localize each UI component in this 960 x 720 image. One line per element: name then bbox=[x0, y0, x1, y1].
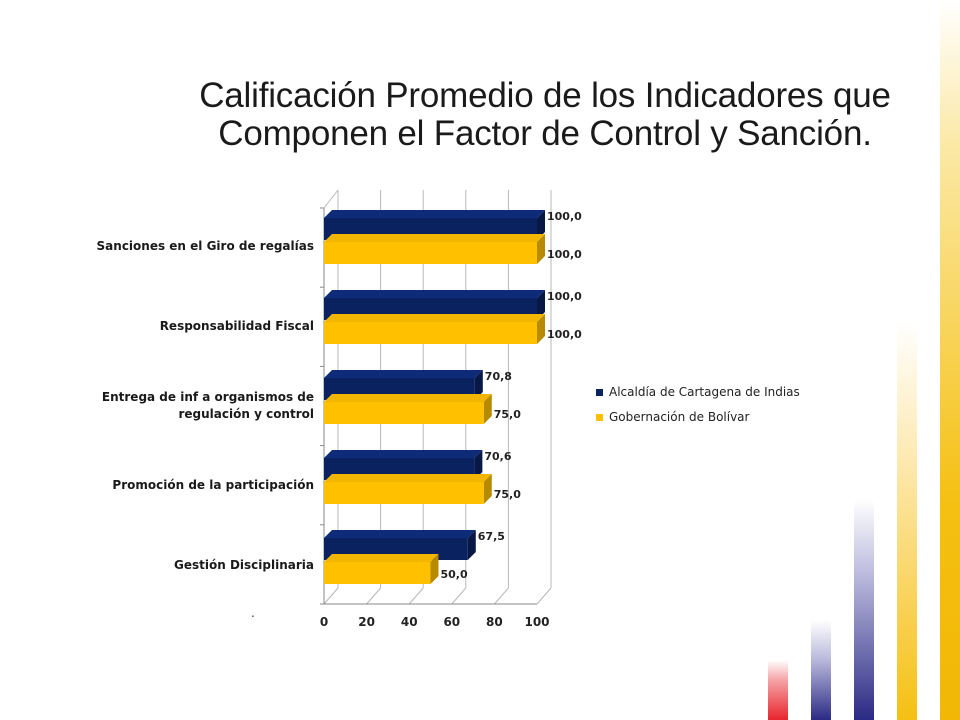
data-label-2-0: 70,8 bbox=[485, 370, 512, 383]
bar-top-1-1 bbox=[324, 314, 545, 322]
bar-0-1 bbox=[324, 242, 537, 264]
bar-top-1-0 bbox=[324, 290, 545, 298]
bar-side-2-1 bbox=[483, 394, 492, 424]
decorative-stripe-gold-right bbox=[940, 0, 960, 720]
bar-top-0-0 bbox=[324, 210, 545, 218]
category-label-promocion: Promoción de la participación bbox=[112, 478, 314, 492]
bar-2-1 bbox=[324, 402, 484, 424]
bar-side-4-0 bbox=[467, 530, 476, 560]
gridline-floor-5 bbox=[536, 587, 552, 605]
bar-side-2-0 bbox=[474, 370, 483, 400]
decorative-stripe-navy-1 bbox=[854, 500, 874, 720]
data-label-4-0: 67,5 bbox=[478, 530, 505, 543]
bar-top-4-0 bbox=[324, 530, 476, 538]
x-tick-label-1: 20 bbox=[358, 615, 375, 629]
x-tick-label-5: 100 bbox=[524, 615, 549, 629]
bar-side-3-0 bbox=[474, 450, 483, 480]
bar-top-2-1 bbox=[324, 394, 492, 402]
gridline-floor-1 bbox=[366, 587, 381, 605]
gridline-floor-0 bbox=[323, 587, 339, 605]
bar-side-0-0 bbox=[537, 210, 545, 240]
data-label-4-1: 50,0 bbox=[441, 568, 468, 581]
decorative-stripe-navy-2 bbox=[811, 620, 831, 720]
bar-top-3-0 bbox=[324, 450, 483, 458]
x-tick-label-0: 0 bbox=[320, 615, 328, 629]
legend-item-alcaldia: Alcaldía de Cartagena de Indias bbox=[596, 384, 800, 400]
category-label-gestion: Gestión Disciplinaria bbox=[174, 558, 314, 572]
decorative-stripe-red bbox=[768, 660, 788, 720]
x-tick-label-4: 80 bbox=[486, 615, 503, 629]
footnote-mark: . bbox=[251, 606, 255, 620]
legend-label-gobernacion: Gobernación de Bolívar bbox=[609, 410, 750, 424]
category-label-sanciones: Sanciones en el Giro de regalías bbox=[96, 239, 314, 253]
bar-side-1-1 bbox=[537, 314, 545, 344]
data-label-3-1: 75,0 bbox=[494, 488, 521, 501]
legend-item-gobernacion: Gobernación de Bolívar bbox=[596, 409, 749, 425]
bar-4-1 bbox=[324, 562, 431, 584]
bar-side-4-1 bbox=[430, 554, 439, 584]
bar-1-1 bbox=[324, 322, 537, 344]
x-tick-label-3: 60 bbox=[443, 615, 460, 629]
legend-swatch-alcaldia bbox=[596, 388, 603, 396]
data-label-0-0: 100,0 bbox=[547, 210, 582, 223]
decorative-stripe-gold-mid bbox=[897, 320, 917, 720]
left-wall-top bbox=[323, 189, 339, 209]
chart-title-line-1: Calificación Promedio de los Indicadores… bbox=[199, 76, 891, 115]
bar-top-3-1 bbox=[324, 474, 492, 482]
data-label-0-1: 100,0 bbox=[547, 248, 582, 261]
bar-side-0-1 bbox=[537, 234, 545, 264]
gridline-floor-4 bbox=[494, 587, 509, 605]
bar-top-2-0 bbox=[324, 370, 483, 378]
bar-3-1 bbox=[324, 482, 484, 504]
bar-side-3-1 bbox=[483, 474, 492, 504]
category-label-responsabilidad: Responsabilidad Fiscal bbox=[159, 319, 314, 333]
data-label-3-0: 70,6 bbox=[484, 450, 511, 463]
gridline-floor-3 bbox=[451, 587, 467, 605]
legend-swatch-gobernacion bbox=[596, 413, 603, 421]
bar-top-4-1 bbox=[324, 554, 439, 562]
gridline-floor-2 bbox=[408, 587, 424, 605]
x-tick-label-2: 40 bbox=[401, 615, 418, 629]
chart-title-line-2: Componen el Factor de Control y Sanción. bbox=[218, 114, 872, 153]
data-label-1-1: 100,0 bbox=[547, 328, 582, 341]
bar-top-0-1 bbox=[324, 234, 545, 242]
category-label-entrega: Entrega de inf a organismos de regulació… bbox=[101, 390, 314, 421]
data-label-1-0: 100,0 bbox=[547, 290, 582, 303]
legend-label-alcaldia: Alcaldía de Cartagena de Indias bbox=[609, 385, 800, 399]
data-label-2-1: 75,0 bbox=[494, 408, 521, 421]
bar-side-1-0 bbox=[537, 290, 545, 320]
